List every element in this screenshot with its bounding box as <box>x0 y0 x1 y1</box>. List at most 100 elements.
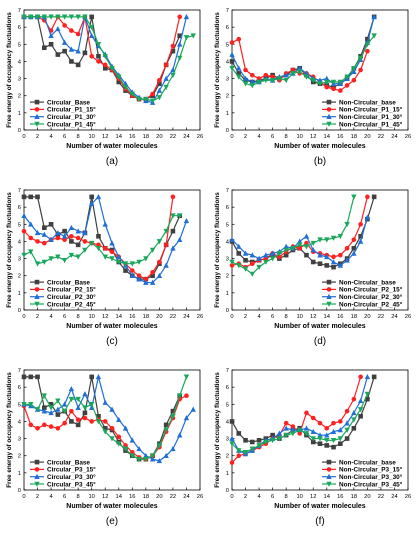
x-tick-label: 6 <box>271 494 274 500</box>
data-point <box>21 228 27 234</box>
x-tick-label: 12 <box>102 494 108 500</box>
data-point <box>109 406 115 412</box>
data-point <box>69 233 74 239</box>
data-point <box>303 233 310 239</box>
data-point <box>170 408 176 414</box>
data-point <box>250 439 255 445</box>
y-tick-label: 3 <box>18 77 21 83</box>
data-point <box>61 233 68 239</box>
data-point <box>157 259 162 265</box>
data-point <box>290 71 296 77</box>
data-point <box>296 69 303 75</box>
x-tick-label: 6 <box>63 494 66 500</box>
x-tick-label: 8 <box>285 134 288 140</box>
data-point <box>75 48 81 54</box>
data-point <box>324 443 330 448</box>
data-point <box>21 194 27 200</box>
x-tick-label: 6 <box>271 314 274 320</box>
data-point <box>69 239 74 244</box>
panel-label: (b) <box>314 156 326 167</box>
data-point <box>156 443 163 449</box>
data-point <box>48 409 54 416</box>
plot-area <box>231 9 409 131</box>
data-point <box>88 401 95 408</box>
y-tick-label: 2 <box>18 274 21 280</box>
data-point <box>357 407 364 413</box>
data-point <box>42 225 47 231</box>
data-point <box>176 55 183 61</box>
x-tick-label: 14 <box>324 134 331 140</box>
data-point <box>109 436 115 442</box>
data-point <box>102 245 108 251</box>
legend-entry: Non-Circular_P1_45° <box>339 120 403 128</box>
x-axis-title: Number of water molecules <box>274 503 366 510</box>
data-point <box>102 65 108 71</box>
legend-entry: Circular_P1_15° <box>47 106 96 114</box>
data-point <box>283 77 289 84</box>
data-point <box>88 200 95 207</box>
legend-entry: Circular_Base <box>47 279 90 286</box>
legend-swatch-marker <box>34 99 40 105</box>
x-axis-title: Number of water molecules <box>274 143 366 150</box>
x-tick-label: 20 <box>364 494 370 500</box>
data-point <box>82 415 88 421</box>
data-point <box>176 393 183 399</box>
data-point <box>35 374 40 380</box>
data-point <box>109 65 115 72</box>
data-point <box>156 239 163 245</box>
data-point <box>48 221 54 227</box>
data-point <box>42 45 47 51</box>
data-point <box>229 419 235 424</box>
data-point <box>95 419 102 425</box>
data-point <box>290 431 296 437</box>
data-point <box>96 53 101 59</box>
x-tick-label: 18 <box>351 314 357 320</box>
data-point <box>75 228 81 234</box>
data-point <box>364 373 371 380</box>
data-point <box>358 413 363 419</box>
data-point <box>357 238 364 244</box>
y-tick-label: 3 <box>18 257 21 263</box>
data-point <box>68 396 75 403</box>
chart-legend: Non-Circular_baseNon-Circular_P3_15°Non-… <box>322 459 403 488</box>
y-tick-label: 3 <box>226 77 229 83</box>
data-point <box>256 443 262 449</box>
y-tick-label: 7 <box>18 368 21 374</box>
plot-area <box>231 369 409 491</box>
data-point <box>28 374 34 380</box>
data-point <box>290 245 296 252</box>
x-tick-label: 20 <box>364 134 370 140</box>
x-tick-label: 24 <box>183 314 190 320</box>
legend-swatch-marker <box>326 279 332 285</box>
data-point <box>290 424 296 429</box>
legend-swatch-marker <box>326 287 332 292</box>
data-point <box>331 86 336 92</box>
data-point <box>61 257 68 264</box>
x-tick-label: 10 <box>296 314 302 320</box>
legend-entry: Circular_P1_30° <box>47 113 96 121</box>
legend-entry: Circular_P3_45° <box>47 480 96 488</box>
chart-legend: Circular_BaseCircular_P3_15°Circular_P3_… <box>30 459 96 488</box>
data-point <box>55 406 61 412</box>
data-point <box>136 96 142 103</box>
data-point <box>256 437 262 443</box>
data-point <box>337 436 344 442</box>
panel-label: (a) <box>106 156 118 167</box>
data-point <box>344 408 350 414</box>
x-tick-label: 18 <box>143 134 149 140</box>
data-point <box>337 233 344 240</box>
data-point <box>303 70 310 76</box>
data-point <box>55 25 61 32</box>
x-tick-label: 14 <box>324 494 331 500</box>
y-tick-label: 3 <box>18 437 21 443</box>
data-point <box>276 251 283 257</box>
data-point <box>170 445 176 452</box>
data-point <box>364 41 371 48</box>
data-point <box>149 456 156 462</box>
x-tick-label: 16 <box>129 134 135 140</box>
data-point <box>156 272 163 279</box>
data-point <box>89 53 94 59</box>
y-tick-label: 2 <box>18 454 21 460</box>
data-point <box>163 452 169 459</box>
data-point <box>68 14 75 20</box>
